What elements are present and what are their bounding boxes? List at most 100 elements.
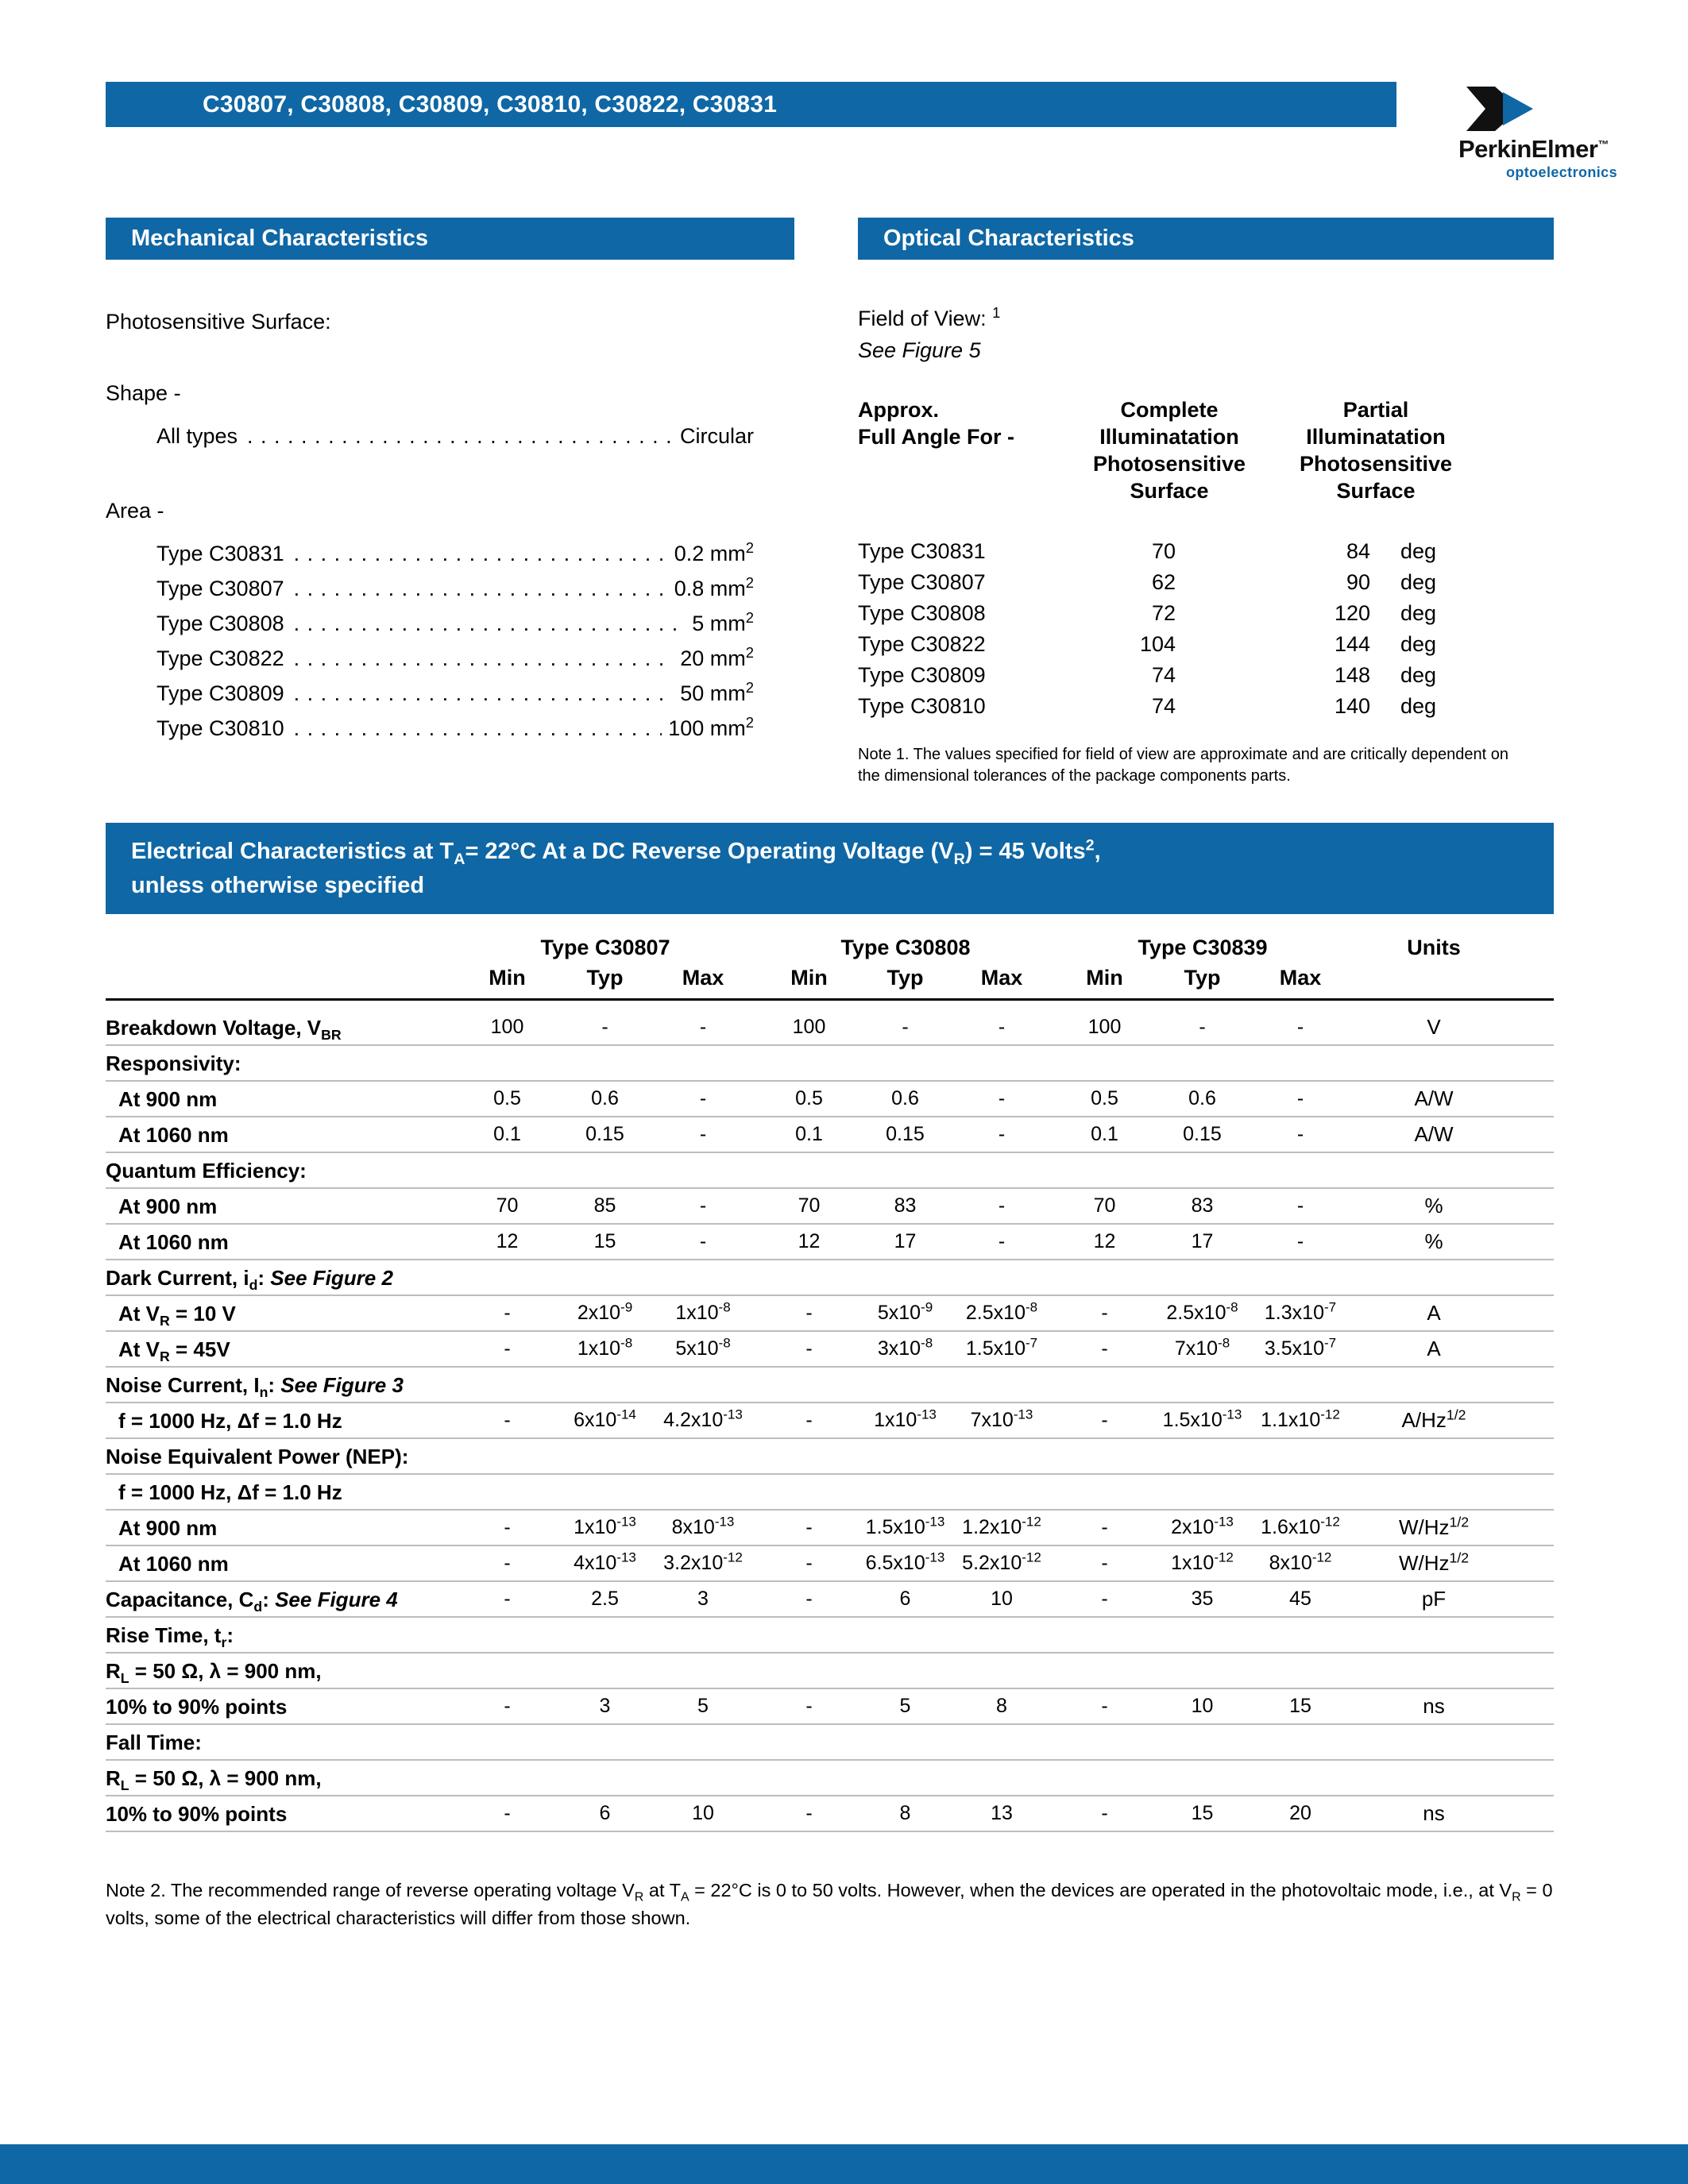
electrical-row-label: Noise Equivalent Power (NEP): [106,1444,409,1468]
electrical-cell: 1.6x10-12 [1261,1514,1340,1538]
electrical-row-unit: W/Hz1/2 [1398,1514,1470,1539]
electrical-row-label: At 900 nm [118,1515,218,1540]
electrical-cell: 6 [899,1588,911,1610]
area-spec-list: Type C30831 . . . . . . . . . . . . . . … [156,536,754,746]
electrical-cell: 0.15 [1183,1123,1222,1145]
electrical-row-label: Responsivity: [106,1051,241,1075]
electrical-cell: 1.5x10-13 [865,1514,945,1538]
mechanical-section-header: Mechanical Characteristics [106,218,794,260]
fov-row-unit: deg [1400,601,1437,625]
fov-row-partial-value: 144 [1334,632,1370,656]
electrical-row-label: Dark Current, id: See Figure 2 [106,1265,393,1293]
optical-section-header: Optical Characteristics [858,218,1554,260]
electrical-cell: - [805,1552,813,1574]
fov-row-partial-value: 148 [1334,663,1370,687]
electrical-cell: - [998,1087,1006,1109]
electrical-cell: 8x10-13 [671,1514,735,1538]
electrical-row-unit: ns [1423,1694,1445,1718]
electrical-cell: - [504,1302,511,1324]
see-figure-5-label: See Figure 5 [858,338,981,362]
electrical-cell: - [1296,1230,1304,1252]
spec-row: Type C30807 . . . . . . . . . . . . . . … [156,571,754,606]
electrical-table-row: Capacitance, Cd: See Figure 4 - 2.5 3 - … [106,1582,1554,1618]
electrical-header-line2: unless otherwise specified [131,872,425,898]
electrical-cell: 0.5 [1091,1087,1118,1109]
electrical-row-label: At 1060 nm [118,1122,229,1147]
dot-leader: . . . . . . . . . . . . . . . . . . . . … [293,612,686,635]
electrical-cell: - [601,1016,608,1038]
electrical-cell: - [1101,1552,1108,1574]
type-c30839-header: Type C30839 [1138,936,1268,959]
electrical-cell: 15 [593,1230,616,1252]
spec-row-label: Type C30809 [156,681,284,705]
logo-tagline: optoelectronics [1505,164,1617,180]
fov-col-complete-header: Complete Illuminatation Photosensitive Surf… [1092,398,1246,503]
fov-row-unit: deg [1400,663,1437,687]
type-c30808-header: Type C30808 [840,936,971,959]
electrical-cell: - [504,1588,511,1610]
electrical-row-label: Quantum Efficiency: [106,1158,307,1183]
electrical-cell: 7x10-8 [1174,1335,1230,1360]
electrical-row-unit: pF [1421,1587,1447,1611]
electrical-row-unit: A/W [1414,1086,1454,1110]
electrical-row-label: Breakdown Voltage, VBR [106,1015,342,1043]
spec-row-value: 0.2 mm2 [674,539,754,565]
electrical-cell: - [699,1087,707,1109]
spec-row-label: Type C30810 [156,716,284,740]
fov-row-complete-value: 74 [1151,663,1176,687]
electrical-table-row: Rise Time, tr: [106,1618,1554,1653]
electrical-table-row: Noise Equivalent Power (NEP): [106,1439,1554,1475]
electrical-cell: 5x10-9 [877,1299,933,1324]
electrical-table-row: Breakdown Voltage, VBR 100 - - 100 - - 1… [106,1010,1554,1046]
fov-col-approx-header: Approx. Full Angle For - [858,398,1014,449]
spec-row: Type C30809 . . . . . . . . . . . . . . … [156,676,754,711]
electrical-cell: 1x10-12 [1171,1549,1234,1574]
electrical-row-label: Rise Time, tr: [106,1623,234,1650]
electrical-cell: 1.3x10-7 [1264,1299,1337,1324]
electrical-row-label: 10% to 90% points [106,1801,288,1826]
electrical-table-row: Quantum Efficiency: [106,1153,1554,1189]
electrical-table-head: Type C30807 Type C30808 Type C30839 Unit… [106,933,1554,1001]
electrical-row-unit: A/W [1414,1122,1454,1146]
fov-row-type: Type C30831 [858,539,986,563]
electrical-table-row: At 1060 nm - 4x10-13 3.2x10-12 - 6.5x10-… [106,1546,1554,1582]
electrical-table-body: Breakdown Voltage, VBR 100 - - 100 - - 1… [106,1010,1554,1832]
fov-row-type: Type C30810 [858,694,986,718]
electrical-table-row: At 900 nm - 1x10-13 8x10-13 - 1.5x10-13 … [106,1511,1554,1546]
electrical-cell: 4x10-13 [574,1549,636,1574]
electrical-row-label: At 900 nm [118,1086,218,1111]
electrical-cell: 12 [1093,1230,1116,1252]
electrical-cell: - [1199,1016,1206,1038]
electrical-cell: 1.1x10-12 [1261,1406,1340,1431]
electrical-section: Electrical Characteristics at TA= 22°C A… [106,823,1554,1932]
electrical-table-row: At VR = 45V - 1x10-8 5x10-8 - 3x10-8 1.5… [106,1332,1554,1368]
electrical-cell: 8 [899,1802,911,1824]
fov-row-type: Type C30808 [858,601,986,625]
electrical-cell: 85 [593,1194,616,1217]
electrical-cell: 8x10-12 [1269,1549,1332,1574]
electrical-cell: - [1296,1016,1304,1038]
electrical-cell: 0.6 [891,1087,919,1109]
electrical-table-row: Dark Current, id: See Figure 2 [106,1260,1554,1296]
electrical-cell: - [504,1552,511,1574]
electrical-cell: 2x10-13 [1171,1514,1234,1538]
electrical-cell: 3.5x10-7 [1264,1335,1337,1360]
electrical-cell: Max [682,965,724,990]
electrical-cell: - [504,1516,511,1538]
electrical-cell: Min [489,965,526,990]
electrical-cell: 4.2x10-13 [663,1406,743,1431]
dot-leader: . . . . . . . . . . . . . . . . . . . . … [293,542,668,565]
shape-spec-list: All types . . . . . . . . . . . . . . . … [156,419,754,453]
spec-row: Type C30831 . . . . . . . . . . . . . . … [156,536,754,571]
electrical-cell: - [1101,1337,1108,1360]
electrical-cell: - [805,1802,813,1824]
fov-row-partial-value: 90 [1346,570,1370,594]
electrical-table-row: Responsivity: [106,1046,1554,1082]
spec-row-label: Type C30808 [156,612,284,635]
electrical-cell: Max [1279,965,1322,990]
field-of-view-row: Type C30831 70 84 deg [858,536,1554,567]
electrical-table: Type C30807 Type C30808 Type C30839 Unit… [106,933,1554,1832]
optical-section: Optical Characteristics Field of View: 1… [858,218,1554,787]
electrical-cell: 70 [798,1194,821,1217]
electrical-cell: Typ [1184,965,1221,990]
